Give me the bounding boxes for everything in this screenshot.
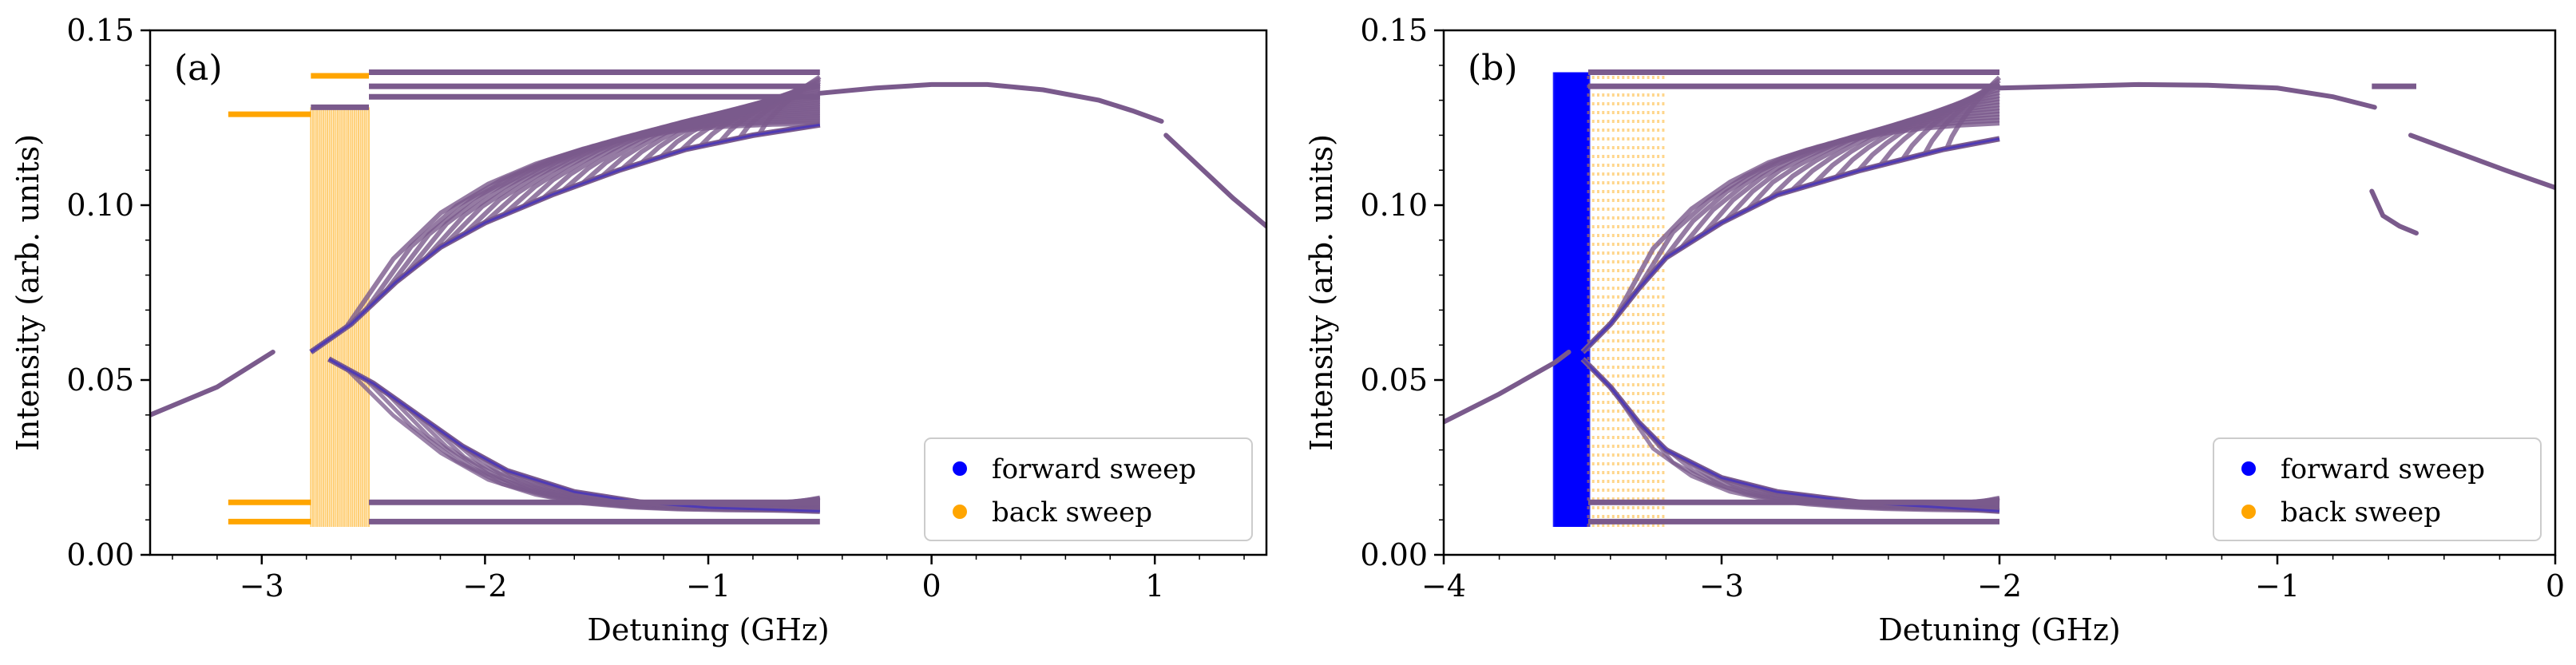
x-tick-label: −1 <box>2255 568 2300 604</box>
lower-branch <box>344 366 820 513</box>
panel-a-chart: −3 −2 −1 0 1 0.00 0.05 0.10 0.15 Detuning (GHz) In… <box>10 13 1268 647</box>
y-axis-label: Intensity (arb. units) <box>10 134 46 451</box>
legend-entry: back sweep <box>2281 497 2441 528</box>
panel-label: (b) <box>1468 48 1518 89</box>
upper-envelope-blue <box>310 123 821 354</box>
x-tick-label: −4 <box>1421 568 1466 604</box>
x-tick-label: −3 <box>1699 568 1744 604</box>
lower-branch <box>364 378 820 513</box>
legend-marker <box>2241 505 2256 519</box>
x-tick-label: −1 <box>686 568 731 604</box>
legend-entry: forward sweep <box>2281 453 2485 485</box>
y-tick-label: 0.15 <box>1360 13 1428 48</box>
side-branch <box>2369 188 2419 236</box>
y-tick-label: 0.05 <box>1360 362 1428 398</box>
y-tick-label: 0.00 <box>66 537 134 572</box>
legend-marker <box>953 505 967 519</box>
cw-high-branch <box>817 81 1164 124</box>
y-tick-label: 0.10 <box>66 188 134 223</box>
x-tick-label: 0 <box>2546 568 2565 604</box>
x-tick-label: −2 <box>462 568 507 604</box>
y-tick-label: 0.10 <box>1360 188 1428 223</box>
y-tick-label: 0.15 <box>66 13 134 48</box>
cw-low-branch <box>1444 350 1571 425</box>
plot-area <box>150 69 1266 527</box>
lower-envelope-blue <box>327 358 820 513</box>
x-tick-label: −3 <box>240 568 284 604</box>
y-axis-label: Intensity (arb. units) <box>1304 134 1339 451</box>
cw-low-branch <box>150 350 275 418</box>
panel-label: (a) <box>174 48 223 89</box>
lower-envelope <box>327 356 820 514</box>
cw-high-branch <box>1997 81 2377 110</box>
x-axis-label: Detuning (GHz) <box>587 612 829 647</box>
legend-box <box>924 437 1253 541</box>
upper-envelope <box>309 121 821 354</box>
y-tick-label: 0.00 <box>1360 537 1428 572</box>
cw-tail-branch <box>1163 133 1266 229</box>
upper-envelope <box>1580 136 2000 354</box>
y-tick-label: 0.05 <box>66 362 134 398</box>
legend-marker <box>2241 461 2256 476</box>
legend-box <box>2213 437 2542 541</box>
x-tick-label: 0 <box>922 568 941 604</box>
upper-envelope-blue <box>1581 137 2000 354</box>
lower-envelope-blue <box>1581 358 2000 513</box>
legend-entry: forward sweep <box>992 453 1196 485</box>
x-tick-label: −2 <box>1977 568 2022 604</box>
legend-entry: back sweep <box>992 497 1152 528</box>
legend-marker <box>953 461 967 476</box>
lower-envelope <box>1580 357 2000 514</box>
x-tick-label: 1 <box>1145 568 1164 604</box>
x-axis-label: Detuning (GHz) <box>1878 612 2120 647</box>
plot-area <box>1444 69 2555 527</box>
panel-b-chart: −4 −3 −2 −1 0 0.00 0.05 0.10 0.15 Detuning (GHz) I… <box>1304 13 2565 647</box>
cw-tail-branch <box>2408 133 2555 191</box>
